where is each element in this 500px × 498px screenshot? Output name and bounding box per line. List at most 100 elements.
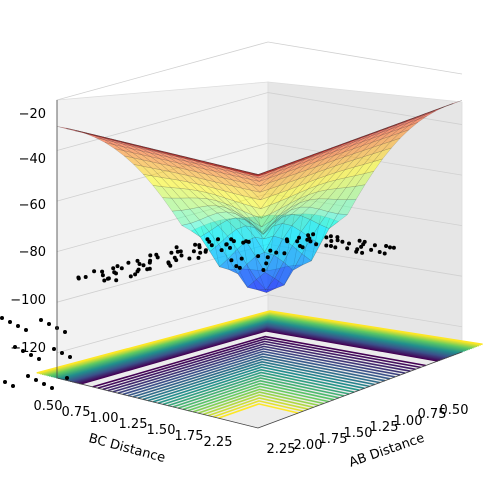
bc-tick-label: 1.75 — [175, 429, 204, 444]
scatter-point — [264, 261, 269, 266]
energy-surface — [56, 100, 463, 294]
scatter-point — [377, 250, 382, 254]
contour-line — [192, 388, 324, 413]
ab-tick-label: 0.75 — [418, 407, 447, 422]
scatter-point — [100, 269, 105, 274]
scatter-point — [355, 247, 360, 252]
scatter-point — [224, 242, 229, 247]
scatter-point — [229, 258, 234, 263]
contour-line — [187, 385, 329, 412]
ab-tick-label: 0.50 — [440, 403, 469, 418]
scatter-point — [141, 263, 146, 268]
scatter-point — [203, 248, 208, 253]
scatter-point — [111, 266, 116, 271]
contour-line — [127, 353, 391, 397]
scatter-point — [282, 251, 287, 256]
scatter-point — [191, 249, 196, 254]
scatter-point — [137, 262, 142, 266]
scatter-point — [50, 386, 54, 390]
scatter-point — [198, 250, 203, 255]
bc-axis-line — [56, 377, 259, 429]
scatter-point — [295, 239, 300, 244]
scatter-point — [148, 253, 153, 258]
scatter-point — [284, 237, 289, 242]
scatter-point — [324, 243, 329, 248]
surface-patch — [248, 172, 268, 177]
scatter-point — [179, 253, 184, 258]
scatter-point — [261, 268, 266, 272]
contour-line — [36, 310, 483, 374]
scatter-point — [147, 266, 152, 271]
scatter-point — [256, 254, 261, 259]
contour-line — [69, 325, 449, 383]
scatter-point — [307, 236, 312, 241]
scatter-point — [174, 258, 179, 263]
scatter-point — [60, 351, 64, 355]
z-tick-label: −100 — [10, 293, 46, 308]
scatter-point — [155, 255, 160, 260]
ab-tick-label: 1.50 — [344, 426, 373, 441]
bc-tick-label: 2.25 — [204, 435, 233, 450]
contour-line — [182, 382, 335, 411]
scatter-point — [231, 239, 236, 244]
contour-line — [208, 397, 309, 417]
scatter-point — [324, 235, 329, 240]
scatter-point — [328, 234, 333, 239]
scatter-point — [228, 245, 232, 250]
scatter-point — [193, 242, 198, 247]
scatter-point — [372, 243, 377, 248]
scatter-point — [209, 243, 214, 248]
z-tick-label: −20 — [19, 107, 46, 122]
scatter-point — [42, 382, 46, 386]
z-tick-label: −80 — [19, 245, 46, 260]
contour-line — [198, 391, 319, 414]
scatter-point — [114, 278, 119, 283]
scatter-point — [65, 376, 69, 380]
scatter-point — [369, 247, 374, 252]
scatter-point — [114, 271, 118, 276]
scatter-point — [308, 239, 313, 244]
scatter-point — [297, 235, 301, 240]
scatter-point — [135, 269, 140, 274]
contour-line — [92, 335, 426, 388]
scatter-point — [241, 240, 246, 245]
scatter-point — [333, 245, 338, 250]
bc-tick-label: 1.00 — [90, 411, 119, 426]
scatter-point — [11, 384, 15, 388]
contour-line — [112, 345, 406, 393]
contour-line — [137, 358, 380, 399]
contour-line — [167, 374, 350, 407]
scatter-point — [126, 260, 131, 265]
scatter-point — [119, 266, 124, 271]
bc-axis-ticks: 0.50 0.75 1.00 1.25 1.50 1.75 2.25 — [34, 399, 233, 450]
bc-tick-label: 0.75 — [62, 405, 91, 420]
ab-axis-ticks: 0.50 0.75 1.00 1.25 1.50 1.75 2.00 2.25 — [267, 403, 469, 457]
scatter-point — [388, 245, 392, 250]
scatter-point — [178, 249, 183, 254]
scatter-point — [39, 318, 43, 322]
contour-line — [117, 348, 401, 394]
scatter-point — [237, 265, 242, 270]
contour-line — [107, 343, 411, 392]
scatter-point — [26, 374, 30, 378]
scatter-point — [76, 276, 81, 281]
z-axis-ticks: −20 −40 −60 −80 −100 −120 — [10, 107, 46, 356]
scatter-point — [16, 324, 20, 328]
scatter-point — [34, 378, 38, 382]
scatter-point — [329, 239, 334, 243]
grid-line — [267, 294, 463, 328]
scatter-point — [335, 238, 340, 243]
scatter-point — [357, 238, 362, 243]
scatter-point — [197, 245, 202, 250]
scatter-point — [105, 276, 110, 281]
scatter-point — [382, 251, 387, 256]
scatter-point — [329, 244, 333, 248]
scatter-point — [311, 232, 316, 237]
scatter-point — [68, 355, 72, 359]
scatter-point — [135, 258, 140, 263]
scatter-point — [83, 275, 88, 279]
scatter-point — [187, 256, 192, 261]
scatter-point — [168, 263, 173, 268]
contour-line — [203, 394, 314, 416]
scatter-point — [0, 316, 4, 320]
